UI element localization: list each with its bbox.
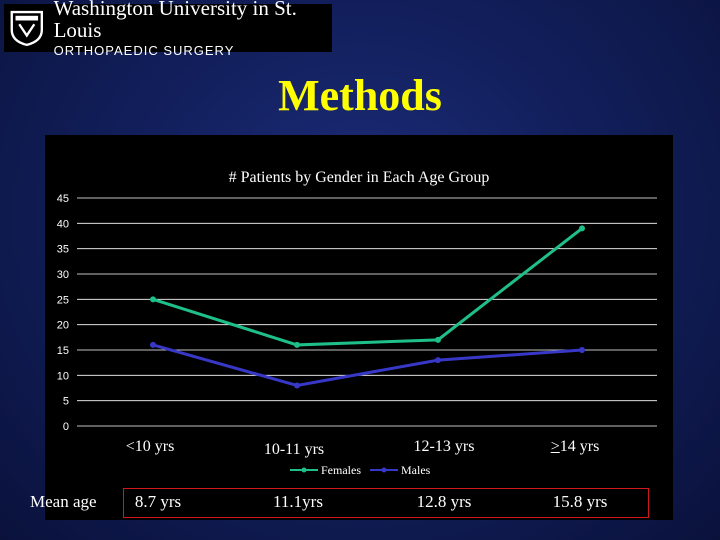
y-tick-label: 15 [57,345,69,357]
data-point-males [150,341,156,348]
data-point-females [294,341,300,348]
mean-age-box [123,488,649,518]
university-logo: Washington University in St. Louis ORTHO… [4,0,332,58]
shield-icon [10,10,43,47]
data-point-males [294,382,300,389]
data-point-females [435,336,441,343]
x-tick-label: 10-11 yrs [263,441,325,458]
y-tick-label: 45 [57,193,69,205]
y-tick-label: 5 [63,396,69,408]
y-tick-label: 40 [57,218,69,230]
legend-marker [301,467,307,473]
data-point-females [150,296,156,303]
x-tick-label: 12-13 yrs [413,438,475,455]
y-tick-label: 10 [57,370,69,382]
data-point-males [579,347,585,353]
y-tick-label: 20 [57,320,69,332]
line-chart: # Patients by Gender in Each Age Group 0 5… [57,169,657,477]
series-line-males [152,343,583,388]
legend-marker [381,467,387,473]
legend-label: Males [401,463,431,477]
x-tick-label: >14 yrs [550,438,600,455]
y-tick-label: 35 [57,244,69,256]
y-tick-label: 30 [57,269,69,281]
data-point-males [435,357,441,364]
data-point-females [579,225,585,232]
y-tick-label: 25 [57,294,69,306]
legend-label: Females [321,463,361,477]
chart-title: # Patients by Gender in Each Age Group [229,169,490,186]
chart-panel: # Patients by Gender in Each Age Group 0 5… [45,135,673,520]
series-line-females [152,227,583,347]
mean-age-label: Mean age [30,492,97,511]
x-tick-label: <10 yrs [125,438,175,455]
mean-age-value: 8.7 yrs [134,492,182,511]
mean-age-value: 12.8 yrs [416,492,472,511]
mean-age-value: 15.8 yrs [552,492,608,511]
university-name: Washington University in St. Louis [53,0,297,42]
mean-age-value: 11.1yrs [273,492,323,511]
slide-title: Methods [278,71,442,120]
y-tick-label: 0 [63,421,69,433]
department-name: ORTHOPAEDIC SURGERY [53,43,235,58]
